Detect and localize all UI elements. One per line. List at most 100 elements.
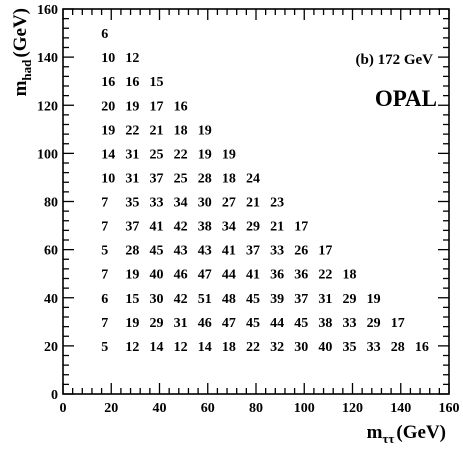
cell-value: 5: [101, 340, 108, 355]
cell-value: 7: [101, 220, 108, 235]
cell-value: 28: [125, 244, 139, 259]
cell-value: 14: [149, 340, 163, 355]
cell-value: 39: [270, 292, 284, 307]
cell-value: 33: [342, 316, 356, 331]
cell-value: 22: [318, 268, 332, 283]
cell-value: 32: [270, 340, 284, 355]
cell-value: 40: [149, 268, 163, 283]
cell-value: 28: [198, 171, 212, 186]
cell-value: 30: [294, 340, 308, 355]
cell-value: 36: [294, 268, 308, 283]
y-tick-label: 140: [37, 51, 58, 66]
cell-value: 17: [391, 316, 405, 331]
cell-value: 24: [246, 171, 260, 186]
cell-value: 14: [198, 340, 212, 355]
cell-value: 7: [101, 316, 108, 331]
x-tick-label: 120: [342, 401, 363, 416]
cell-value: 16: [174, 99, 188, 114]
cell-value: 26: [294, 244, 308, 259]
cell-value: 17: [294, 220, 308, 235]
cell-value: 44: [270, 316, 284, 331]
cell-value: 42: [174, 220, 188, 235]
y-axis-title-unit: (GeV): [10, 8, 31, 58]
y-tick-label: 40: [44, 292, 58, 307]
cell-value: 45: [149, 244, 163, 259]
cell-value: 12: [174, 340, 188, 355]
cell-value: 35: [125, 196, 139, 211]
annotation-experiment: OPAL: [375, 86, 437, 111]
cell-value: 16: [101, 75, 115, 90]
cell-value: 35: [342, 340, 356, 355]
x-tick-label: 60: [201, 401, 215, 416]
cell-value: 19: [101, 123, 115, 138]
cell-value: 37: [294, 292, 308, 307]
cell-value: 16: [125, 75, 139, 90]
cell-value: 14: [101, 147, 115, 162]
x-tick-label: 160: [439, 401, 460, 416]
cell-value: 43: [198, 244, 212, 259]
cell-value: 34: [222, 220, 236, 235]
x-tick-label: 0: [60, 401, 67, 416]
cell-value: 15: [125, 292, 139, 307]
cell-value: 33: [270, 244, 284, 259]
cell-value: 21: [246, 196, 260, 211]
tick-marks: [62, 8, 450, 395]
cell-value: 19: [367, 292, 381, 307]
x-tick-label: 20: [104, 401, 118, 416]
cell-value: 19: [198, 123, 212, 138]
cell-value: 45: [246, 316, 260, 331]
x-axis-title-sub: ττ: [382, 431, 394, 446]
y-tick-label: 20: [44, 340, 58, 355]
x-axis-title-main: m: [367, 422, 383, 443]
cell-value: 41: [246, 268, 260, 283]
cell-value: 12: [125, 51, 139, 66]
cell-value: 47: [198, 268, 212, 283]
cell-value: 10: [101, 51, 115, 66]
cell-value: 10: [101, 171, 115, 186]
cell-value: 7: [101, 196, 108, 211]
cell-value: 29: [342, 292, 356, 307]
cell-value: 29: [246, 220, 260, 235]
cell-value: 18: [174, 123, 188, 138]
x-tick-label: 80: [249, 401, 263, 416]
cell-value: 37: [149, 171, 163, 186]
cell-value: 22: [246, 340, 260, 355]
cell-value: 19: [125, 99, 139, 114]
cell-value: 42: [174, 292, 188, 307]
cell-value: 19: [198, 147, 212, 162]
cell-value: 40: [318, 340, 332, 355]
cell-value: 6: [101, 27, 108, 42]
cell-value: 33: [367, 340, 381, 355]
cell-value: 34: [174, 196, 188, 211]
cell-value: 20: [101, 99, 115, 114]
cell-value: 30: [198, 196, 212, 211]
cell-value: 43: [174, 244, 188, 259]
x-tick-label: 140: [390, 401, 411, 416]
cell-value: 37: [246, 244, 260, 259]
y-tick-label: 60: [44, 244, 58, 259]
cell-value: 17: [149, 99, 163, 114]
x-tick-label: 100: [294, 401, 315, 416]
cell-value: 44: [222, 268, 236, 283]
y-axis-title-main: m: [10, 80, 31, 96]
cell-value: 47: [222, 316, 236, 331]
cell-value: 30: [149, 292, 163, 307]
cell-value: 19: [125, 268, 139, 283]
cell-value: 21: [270, 220, 284, 235]
y-tick-label: 80: [44, 196, 58, 211]
cell-value: 5: [101, 244, 108, 259]
x-tick-label: 40: [153, 401, 167, 416]
cell-value: 17: [318, 244, 332, 259]
cell-value: 6: [101, 292, 108, 307]
cell-value: 31: [125, 147, 139, 162]
cell-value: 31: [318, 292, 332, 307]
cell-value: 37: [125, 220, 139, 235]
cell-value: 22: [174, 147, 188, 162]
cell-value: 25: [174, 171, 188, 186]
x-axis-title-unit: (GeV): [396, 422, 446, 443]
cell-value: 36: [270, 268, 284, 283]
cell-value: 16: [415, 340, 429, 355]
cell-value: 46: [174, 268, 188, 283]
cell-value: 38: [318, 316, 332, 331]
